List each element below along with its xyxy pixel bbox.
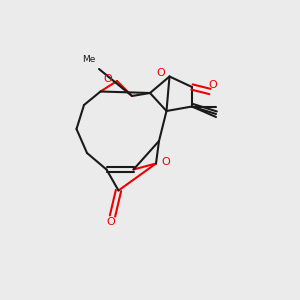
Text: O: O [208,80,217,91]
Text: O: O [156,68,165,78]
Text: O: O [103,74,112,85]
Text: Me: Me [82,55,95,64]
Text: O: O [106,217,116,227]
Text: O: O [161,157,170,167]
